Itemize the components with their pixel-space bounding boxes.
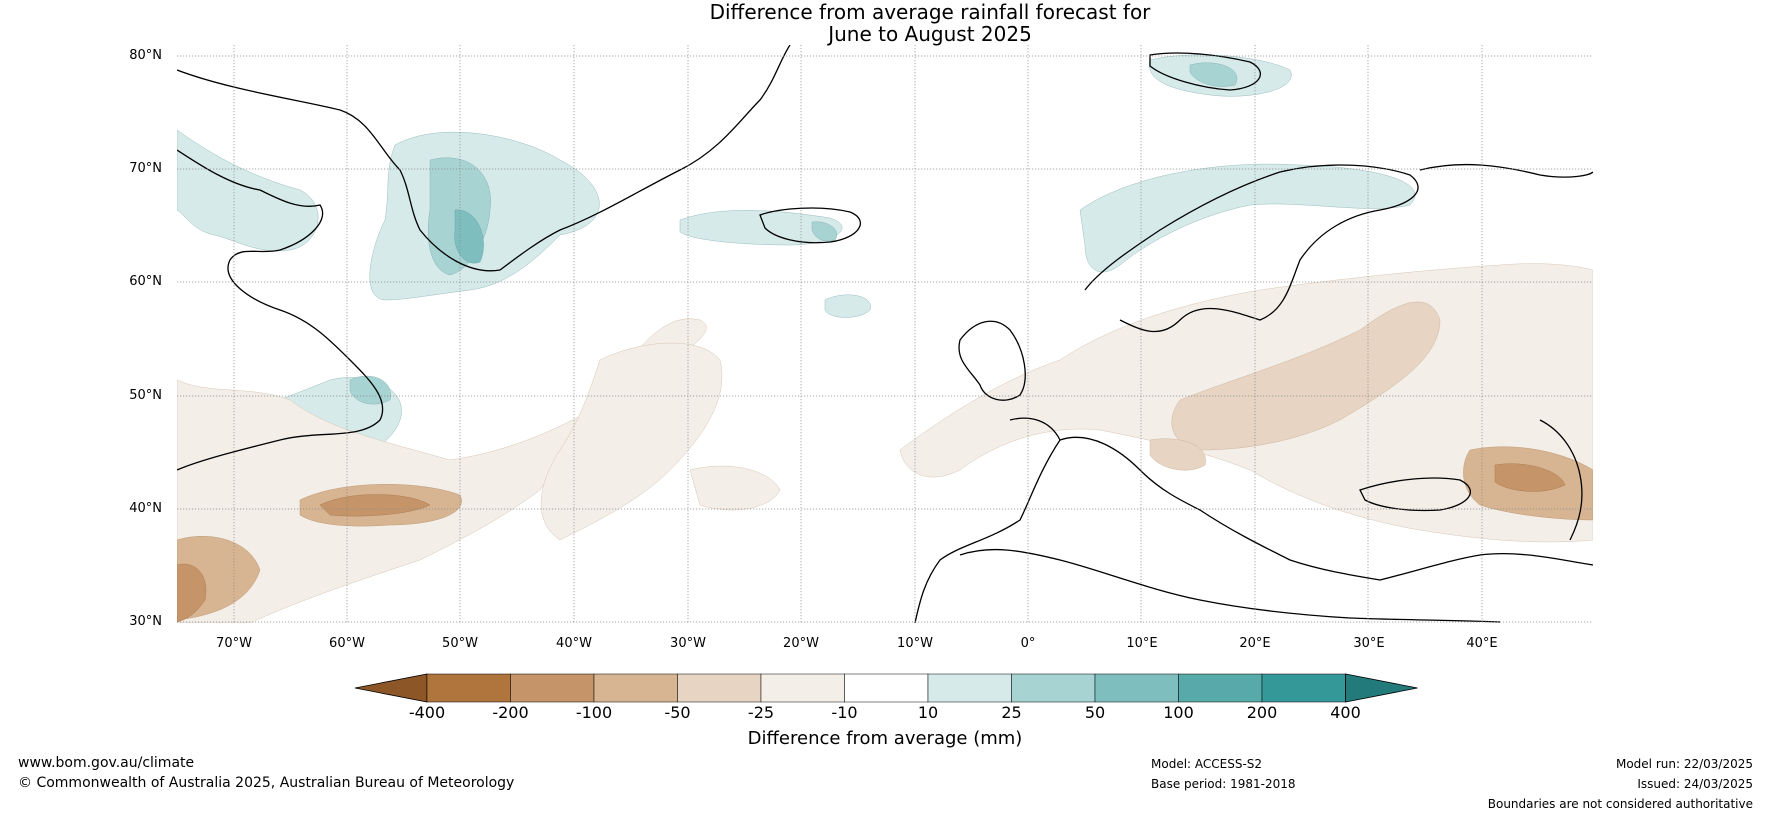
colorbar-segment [844, 673, 929, 703]
colorbar-tick-label: 25 [1001, 703, 1022, 722]
colorbar-segment [1261, 673, 1346, 703]
coast-iceland [759, 207, 862, 244]
lon-label-60w: 60°W [329, 636, 365, 651]
lon-label-0: 0° [1020, 636, 1036, 651]
dry-region-atlantic-east [689, 465, 781, 511]
map-layers [177, 45, 1593, 623]
wet-region-small-atlantic [824, 294, 871, 318]
colorbar-segment [1178, 673, 1263, 703]
dry-region-atlantic-band [177, 318, 707, 623]
wet-region-iceland [679, 210, 843, 246]
colorbar-tick-label: -200 [492, 703, 529, 722]
lat-label-40n: 40°N [129, 501, 162, 516]
wet-anomaly-regions [177, 54, 1416, 516]
coast-norway [1084, 164, 1419, 333]
model-run-date: Model run: 22/03/2025 [1615, 757, 1753, 771]
map-title-line-2: June to August 2025 [828, 22, 1032, 46]
lon-label-30e: 30°E [1353, 636, 1385, 651]
colorbar-label: Difference from average (mm) [747, 728, 1023, 749]
lat-label-30n: 30°N [129, 614, 162, 629]
issued-date: Issued: 24/03/2025 [1637, 777, 1753, 791]
coast-arctic-russia [1419, 163, 1593, 178]
copyright-text: © Commonwealth of Australia 2025, Austra… [18, 775, 515, 791]
lat-label-60n: 60°N [129, 274, 162, 289]
dry-region-adriatic [1149, 438, 1206, 471]
model-name: Model: ACCESS-S2 [1151, 757, 1263, 771]
coast-baffin [177, 149, 384, 471]
colorbar-extend-high [1345, 673, 1418, 703]
colorbar-tick-label: 400 [1330, 703, 1361, 722]
graticule [177, 45, 1593, 623]
colorbar-segment [760, 673, 845, 703]
colorbar-segment [1011, 673, 1096, 703]
lon-label-70w: 70°W [216, 636, 252, 651]
colorbar-tick-label: -400 [408, 703, 446, 722]
coast-north-africa [959, 548, 1501, 623]
colorbar-segments [354, 673, 1418, 703]
wet-region-scandinavia [1079, 163, 1416, 273]
wet-region-iceland-core [811, 221, 837, 242]
colorbar-tick-label: 50 [1084, 703, 1106, 722]
coast-black-sea [1359, 477, 1472, 512]
lon-label-30w: 30°W [670, 636, 706, 651]
dry-anomaly-regions [177, 263, 1593, 623]
colorbar-tick-label: -50 [664, 703, 691, 722]
wet-region-svalbard-core [1189, 62, 1238, 87]
lat-label-50n: 50°N [129, 388, 162, 403]
colorbar-tick-label: -100 [575, 703, 613, 722]
colorbar-segment [677, 673, 762, 703]
coastlines [177, 45, 1593, 623]
colorbar-tick-label: -25 [747, 703, 775, 722]
coast-svalbard [1149, 52, 1262, 91]
coast-british-isles [958, 320, 1026, 401]
lat-label-70n: 70°N [129, 161, 162, 176]
colorbar-segment [593, 673, 678, 703]
colorbar-segment [1094, 673, 1179, 703]
wet-region-baffin [177, 129, 319, 252]
coast-western-europe [914, 417, 1061, 623]
lon-label-10w: 10°W [897, 636, 933, 651]
colorbar-segment [927, 673, 1012, 703]
dry-region-gulf-stream-core [319, 494, 431, 517]
dry-region-mid-atlantic [540, 342, 723, 541]
boundaries-disclaimer: Boundaries are not considered authoritat… [1487, 797, 1753, 811]
colorbar-tick-label: 100 [1163, 703, 1194, 722]
colorbar-tick-label: -10 [831, 703, 858, 722]
website-link[interactable]: www.bom.gov.au/climate [18, 755, 195, 771]
colorbar-extend-low [354, 673, 428, 703]
lon-label-10e: 10°E [1126, 636, 1158, 651]
lon-label-40w: 40°W [556, 636, 592, 651]
lat-label-80n: 80°N [129, 48, 162, 63]
wet-region-greenland-peak [454, 209, 484, 264]
lon-label-40e: 40°E [1466, 636, 1498, 651]
map-title-line-1: Difference from average rainfall forecas… [709, 0, 1151, 24]
coast-greenland [177, 45, 791, 272]
colorbar-tick-label: 200 [1246, 703, 1278, 722]
lon-label-20w: 20°W [783, 636, 819, 651]
dry-region-subtropical-core [177, 563, 207, 623]
coast-caspian [1539, 419, 1583, 541]
lon-label-20e: 20°E [1239, 636, 1271, 651]
lon-label-50w: 50°W [442, 636, 478, 651]
coast-mediterranean-north [1059, 436, 1593, 581]
colorbar-segment [510, 673, 595, 703]
base-period: Base period: 1981-2018 [1151, 777, 1296, 791]
colorbar-tick-label: 10 [917, 703, 939, 722]
dry-region-caucasus-core [1494, 463, 1566, 492]
colorbar-segment [426, 673, 511, 703]
